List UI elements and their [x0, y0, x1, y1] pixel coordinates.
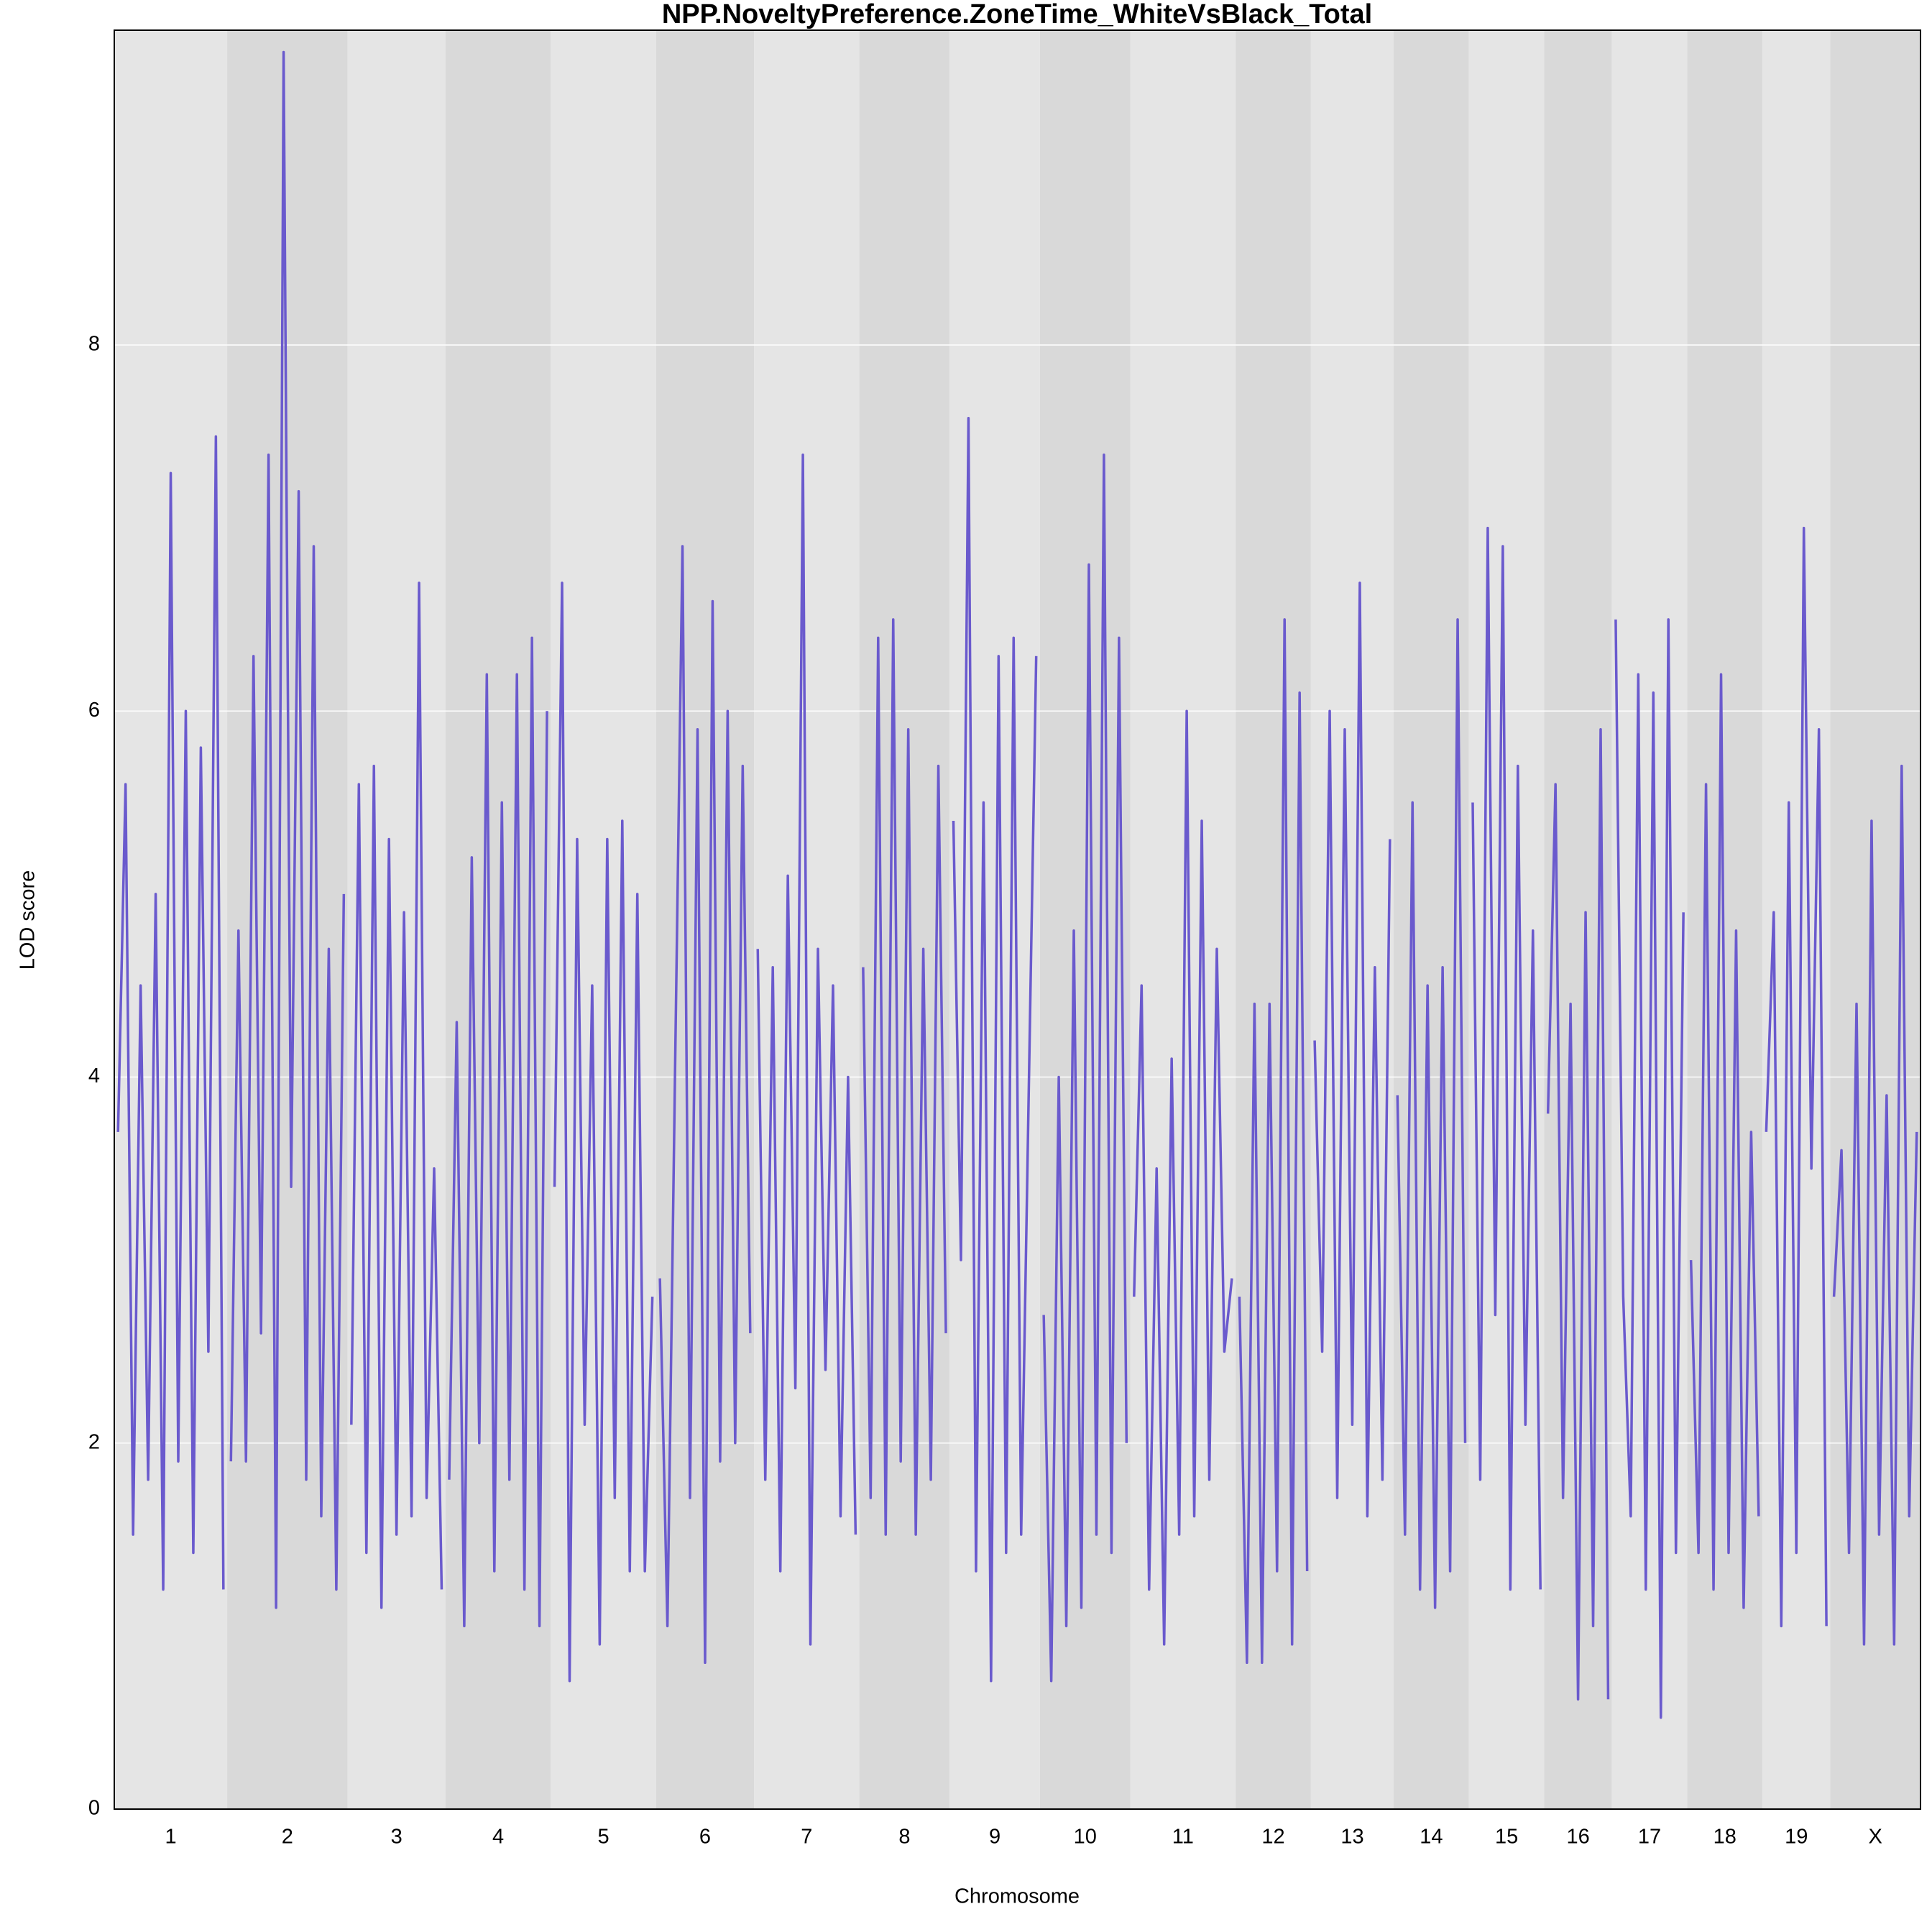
lod-line: [1133, 709, 1233, 1646]
lod-line: [350, 581, 443, 1609]
x-tick-label: 5: [598, 1826, 610, 1849]
chromosome-band: [1130, 30, 1236, 1809]
chromosome-band: [114, 30, 228, 1809]
lod-line: [862, 618, 947, 1536]
chromosome-band: [1544, 30, 1612, 1809]
chromosome-band: [347, 30, 446, 1809]
x-tick-label: 12: [1261, 1826, 1284, 1849]
lod-line: [952, 417, 1038, 1683]
y-tick-label: 6: [88, 699, 100, 722]
y-axis-label: LOD score: [17, 870, 40, 970]
x-tick-label: 7: [801, 1826, 812, 1849]
chart-title: NPP.NoveltyPreference.ZoneTime_WhiteVsBl…: [662, 0, 1372, 29]
x-tick-label: 14: [1420, 1826, 1443, 1849]
lod-line: [1765, 526, 1828, 1628]
lod-line: [229, 50, 346, 1609]
lod-line: [116, 435, 225, 1591]
x-tick-label: 18: [1714, 1826, 1736, 1849]
lod-line: [553, 581, 654, 1683]
lod-line: [1614, 618, 1685, 1719]
lod-line: [756, 453, 857, 1646]
chromosome-band: [551, 30, 656, 1809]
chromosome-band: [1830, 30, 1920, 1809]
y-tick-label: 8: [88, 333, 100, 356]
x-tick-label: 4: [492, 1826, 504, 1849]
x-tick-label: 8: [898, 1826, 910, 1849]
chromosome-band: [859, 30, 950, 1809]
y-tick-label: 2: [88, 1430, 100, 1453]
x-tick-label: 15: [1495, 1826, 1518, 1849]
lod-line: [1546, 727, 1610, 1701]
lod-line: [658, 545, 752, 1665]
x-tick-label: 19: [1785, 1826, 1808, 1849]
plot-frame: [114, 29, 1921, 1810]
lod-line: [448, 636, 548, 1628]
x-tick-label: 11: [1172, 1826, 1194, 1849]
lod-line: [1042, 453, 1128, 1683]
x-axis-label: Chromosome: [954, 1885, 1080, 1908]
x-tick-label: 2: [282, 1826, 293, 1849]
x-tick-label: X: [1869, 1826, 1882, 1849]
lod-line: [1238, 618, 1309, 1665]
chromosome-band: [1310, 30, 1394, 1809]
lod-line: [1471, 526, 1542, 1591]
chromosome-band: [1394, 30, 1469, 1809]
x-tick-label: 13: [1340, 1826, 1363, 1849]
x-tick-label: 1: [165, 1826, 176, 1849]
y-tick-label: 0: [88, 1797, 100, 1820]
chromosome-band: [1236, 30, 1311, 1809]
x-tick-label: 10: [1074, 1826, 1097, 1849]
y-tick-label: 4: [88, 1064, 100, 1087]
x-tick-label: 9: [989, 1826, 1000, 1849]
lod-line: [1832, 764, 1918, 1646]
lod-line: [1689, 673, 1760, 1609]
x-tick-label: 17: [1638, 1826, 1661, 1849]
x-tick-label: 6: [699, 1826, 711, 1849]
lod-line: [1396, 618, 1467, 1609]
lod-line: [1313, 581, 1392, 1518]
x-tick-label: 16: [1566, 1826, 1589, 1849]
chromosome-band: [227, 30, 348, 1809]
x-tick-label: 3: [391, 1826, 402, 1849]
